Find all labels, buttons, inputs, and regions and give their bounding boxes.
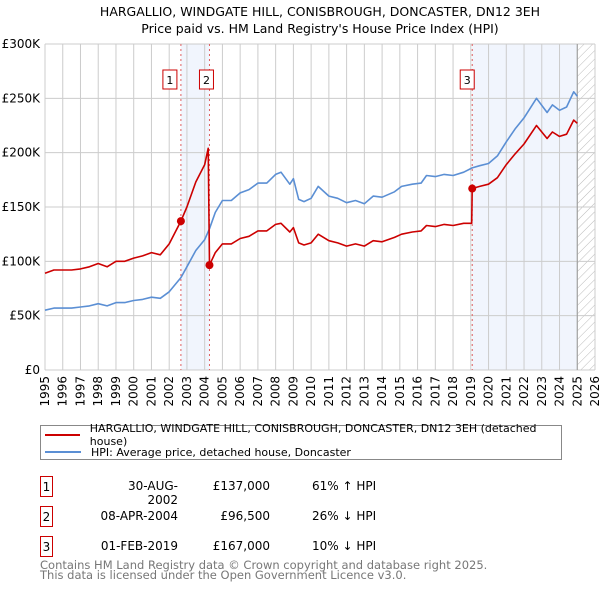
x-tick-label: 2025 — [570, 376, 584, 407]
sale-date: 30-AUG-2002 — [128, 479, 178, 507]
x-tick-label: 2013 — [357, 376, 371, 407]
sale-number-badge: 3 — [40, 536, 53, 557]
x-tick-label: 2004 — [198, 376, 212, 407]
sale-hpi-diff: 61% ↑ HPI — [312, 479, 377, 493]
sale-number-badge: 2 — [40, 506, 53, 527]
sale-hpi-diff: 26% ↓ HPI — [312, 509, 377, 523]
legend-item-property: HARGALLIO, WINDGATE HILL, CONISBROUGH, D… — [45, 422, 561, 448]
x-tick-label: 1999 — [109, 376, 123, 407]
x-tick-label: 2001 — [144, 376, 158, 407]
x-tick-label: 2026 — [588, 376, 600, 407]
sale-label-box — [198, 69, 214, 90]
x-tick-label: 2010 — [304, 376, 318, 407]
sale-point — [468, 184, 477, 193]
sale-hpi-diff: 10% ↓ HPI — [312, 539, 377, 553]
y-tick-label: £50K — [9, 309, 41, 323]
x-tick-label: 2016 — [411, 376, 425, 407]
x-tick-label: 2008 — [269, 376, 283, 407]
sale-number-badge: 1 — [40, 476, 53, 497]
x-tick-label: 2012 — [340, 376, 354, 407]
price-chart: HARGALLIO, WINDGATE HILL, CONISBROUGH, D… — [2, 4, 600, 407]
sale-date: 01-FEB-2019 — [100, 539, 178, 553]
x-tick-label: 1997 — [73, 376, 87, 407]
y-tick-label: £150K — [2, 200, 42, 214]
x-tick-label: 2020 — [482, 376, 496, 407]
sale-label: 1 — [166, 74, 173, 87]
x-tick-label: 2018 — [446, 376, 460, 407]
sale-label-box — [162, 69, 178, 90]
x-tick-label: 2022 — [517, 376, 531, 407]
legend-swatch-red — [45, 434, 80, 436]
x-tick-label: 2023 — [535, 376, 549, 407]
x-tick-label: 2007 — [251, 376, 265, 407]
sale-label: 3 — [464, 74, 471, 87]
x-tick-label: 1998 — [91, 376, 105, 407]
x-tick-label: 1996 — [56, 376, 70, 407]
x-tick-label: 2003 — [180, 376, 194, 407]
chart-subtitle: Price paid vs. HM Land Registry's House … — [141, 21, 498, 36]
legend-label: HARGALLIO, WINDGATE HILL, CONISBROUGH, D… — [89, 422, 537, 448]
footer-copyright: Contains HM Land Registry data © Crown c… — [40, 558, 488, 572]
y-tick-label: £100K — [2, 254, 42, 268]
legend-label: HPI: Average price, detached house, Donc… — [91, 445, 351, 459]
sale-price: £137,000 — [212, 479, 270, 493]
x-tick-label: 2000 — [127, 376, 141, 407]
y-tick-label: £0 — [25, 363, 40, 377]
chart-title: HARGALLIO, WINDGATE HILL, CONISBROUGH, D… — [100, 4, 540, 19]
x-tick-label: 2009 — [286, 376, 300, 407]
legend-swatch-blue — [45, 451, 81, 453]
x-tick-label: 2006 — [233, 376, 247, 407]
property-price-line — [44, 119, 578, 275]
x-tick-label: 2017 — [428, 376, 442, 407]
x-tick-label: 2021 — [499, 376, 513, 407]
y-tick-label: £300K — [2, 37, 42, 51]
x-tick-label: 2002 — [162, 376, 176, 407]
footer-licence: This data is licensed under the Open Gov… — [40, 568, 407, 582]
sale-label-box — [459, 69, 475, 90]
sale-price: £167,000 — [212, 539, 270, 553]
sale-price: £96,500 — [220, 509, 270, 523]
y-tick-label: £200K — [2, 146, 42, 160]
x-tick-label: 2005 — [215, 376, 229, 407]
sale-date: 08-APR-2004 — [100, 509, 178, 523]
x-tick-label: 2015 — [393, 376, 407, 407]
x-tick-label: 2011 — [322, 376, 336, 407]
legend: HARGALLIO, WINDGATE HILL, CONISBROUGH, D… — [40, 422, 562, 460]
sale-label: 2 — [203, 74, 210, 87]
x-tick-label: 1995 — [38, 376, 52, 407]
y-tick-label: £250K — [2, 91, 42, 105]
x-tick-label: 2019 — [464, 376, 478, 407]
sale-point — [205, 261, 214, 270]
hpi-line — [44, 91, 578, 311]
legend-item-hpi: HPI: Average price, detached house, Donc… — [45, 445, 351, 459]
x-tick-label: 2014 — [375, 376, 389, 407]
sale-point — [176, 217, 185, 226]
x-tick-label: 2024 — [553, 376, 567, 407]
footer: Contains HM Land Registry data © Crown c… — [40, 558, 488, 582]
